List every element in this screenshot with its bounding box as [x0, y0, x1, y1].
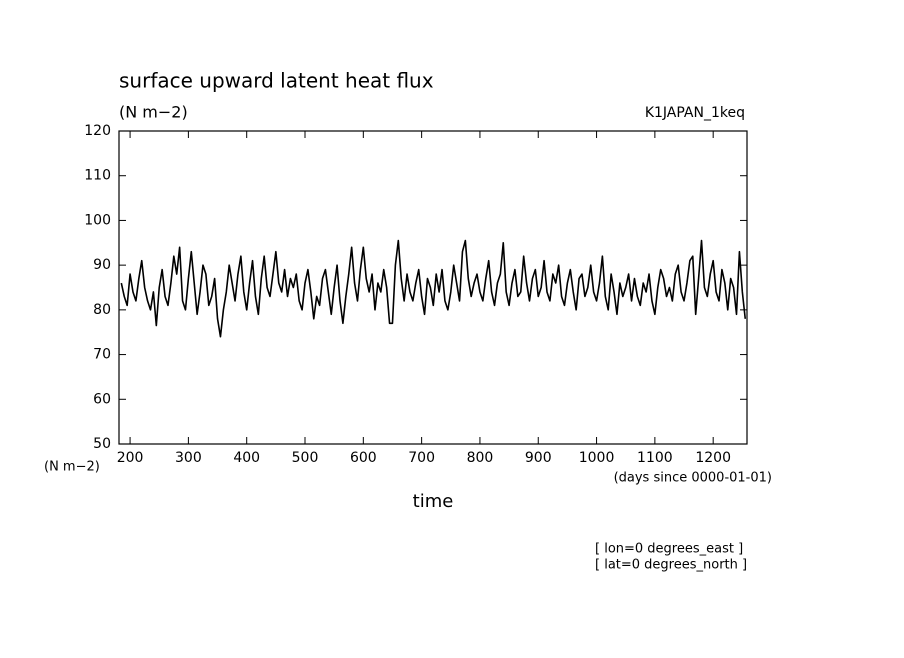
- y-tick-label: 120: [84, 123, 111, 139]
- y-tick-label: 110: [84, 168, 111, 184]
- x-tick-label: 1200: [695, 450, 731, 466]
- y-tick-label: 70: [93, 347, 111, 363]
- x-tick-label: 400: [233, 450, 260, 466]
- x-tick-label: 600: [350, 450, 377, 466]
- y-tick-label: 90: [93, 257, 111, 273]
- x-unit-label: (days since 0000-01-01): [614, 471, 772, 486]
- x-tick-label: 800: [467, 450, 494, 466]
- footnote: [ lat=0 degrees_north ]: [595, 558, 747, 573]
- plot-frame: [118, 130, 748, 445]
- x-tick-label: 1000: [579, 450, 615, 466]
- chart-title: surface upward latent heat flux: [119, 69, 434, 93]
- x-tick-label: 200: [117, 450, 144, 466]
- x-tick-label: 500: [292, 450, 319, 466]
- y-tick-label: 100: [84, 212, 111, 228]
- y-tick-label: 60: [93, 391, 111, 407]
- y-tick-label: 80: [93, 302, 111, 318]
- subtitle: (N m−2): [119, 103, 188, 122]
- dataset-label: K1JAPAN_1keq: [645, 105, 745, 121]
- x-tick-label: 900: [525, 450, 552, 466]
- footnote: [ lon=0 degrees_east ]: [595, 542, 743, 557]
- x-tick-label: 300: [175, 450, 202, 466]
- y-tick-label: 50: [93, 436, 111, 452]
- x-tick-label: 1100: [637, 450, 673, 466]
- x-axis-label: time: [413, 491, 454, 512]
- data-line: [120, 239, 747, 338]
- x-tick-label: 700: [408, 450, 435, 466]
- y-unit-label: (N m−2): [44, 460, 100, 475]
